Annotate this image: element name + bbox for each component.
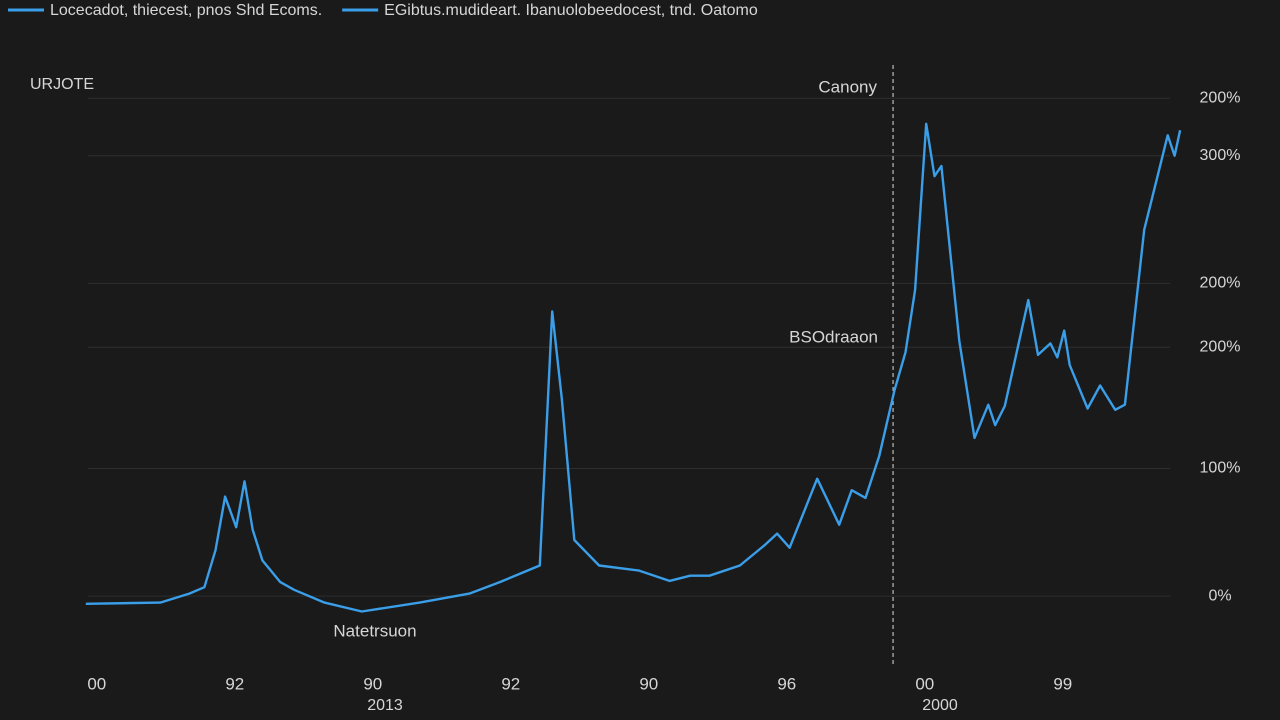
x-tick-label: 90 [363,674,382,693]
legend-label: Locecadot, thiecest, pnos Shd Ecoms. [50,2,322,19]
x-tick-label: 99 [1053,674,1072,693]
y-tick-label: 0% [1208,587,1231,604]
x-tick-label: 92 [225,674,244,693]
annotation: BSOdraaon [789,327,878,346]
y-tick-label: 200% [1200,275,1241,292]
annotation: Canony [818,77,877,96]
x-tick-label: 00 [87,674,106,693]
data-line [85,122,1182,613]
y-tick-label: 100% [1200,460,1241,477]
x-sublabel: 2000 [922,697,958,714]
x-tick-label: 00 [915,674,934,693]
y-tick-label: 200% [1200,338,1241,355]
legend-label: EGibtus.mudideart. Ibanuolobeedocest, tn… [384,2,758,19]
y-tick-label: 200% [1200,90,1241,107]
y-axis-label: URJOTE [30,76,94,93]
x-sublabel: 2013 [367,697,403,714]
annotation: Natetrsuon [333,621,416,640]
y-tick-label: 300% [1200,147,1241,164]
x-tick-label: 92 [501,674,520,693]
x-tick-label: 90 [639,674,658,693]
x-tick-label: 96 [777,674,796,693]
